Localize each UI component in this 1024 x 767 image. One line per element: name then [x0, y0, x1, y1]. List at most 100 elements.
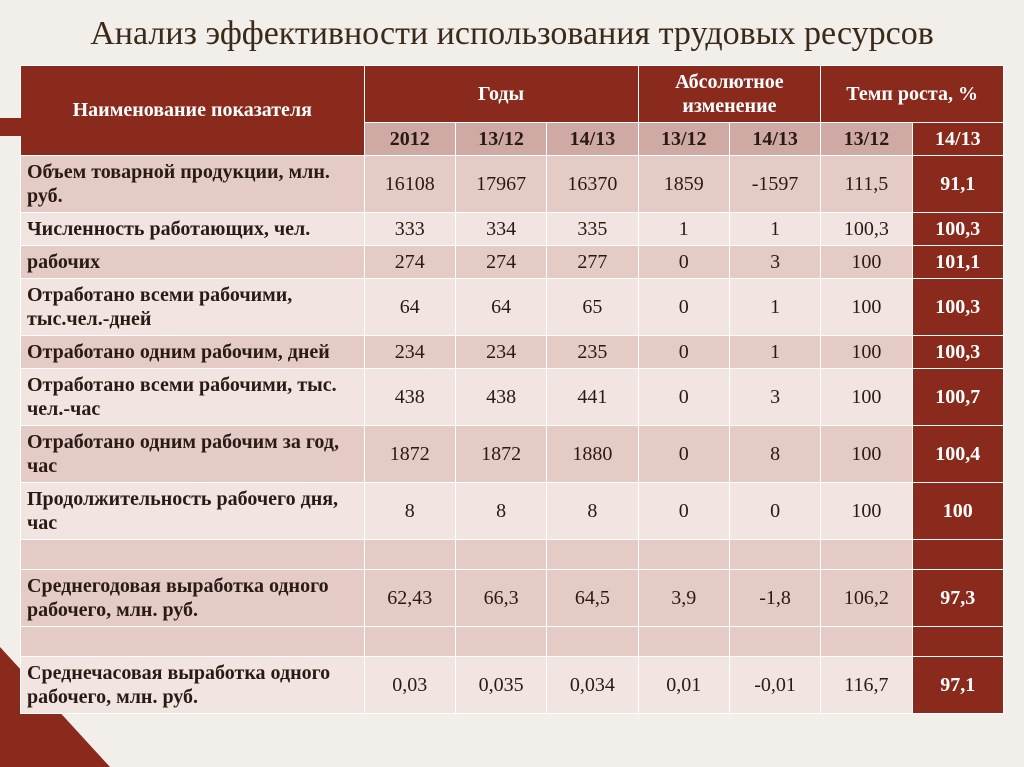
row-label: Отработано всеми рабочими, тыс.чел.-дней — [21, 278, 365, 335]
row-value: 441 — [547, 368, 638, 425]
th-abs: Абсолютное изменение — [638, 65, 821, 122]
table-row: Отработано всеми рабочими, тыс.чел.-дней… — [21, 278, 1004, 335]
row-rate-last: 100,3 — [912, 212, 1003, 245]
row-value: 3,9 — [638, 569, 729, 626]
row-rate-last: 100,7 — [912, 368, 1003, 425]
row-rate-last: 100,4 — [912, 425, 1003, 482]
row-value: 8 — [729, 425, 820, 482]
row-value: 0 — [638, 368, 729, 425]
th-sub-3: 13/12 — [638, 122, 729, 155]
row-value: 1872 — [455, 425, 546, 482]
th-indicator: Наименование показателя — [21, 65, 365, 155]
row-value: 16370 — [547, 155, 638, 212]
row-value: 0 — [638, 278, 729, 335]
table-row: Отработано всеми рабочими, тыс. чел.-час… — [21, 368, 1004, 425]
row-value: 333 — [364, 212, 455, 245]
row-value: 0,034 — [547, 656, 638, 713]
data-table: Наименование показателя Годы Абсолютное … — [20, 65, 1004, 714]
row-value: 17967 — [455, 155, 546, 212]
row-value: -1597 — [729, 155, 820, 212]
row-value: 1 — [729, 335, 820, 368]
row-value: 0 — [638, 425, 729, 482]
row-value: 16108 — [364, 155, 455, 212]
row-value: 64 — [455, 278, 546, 335]
row-value: 1859 — [638, 155, 729, 212]
row-label: Численность работающих, чел. — [21, 212, 365, 245]
row-rate-last: 101,1 — [912, 245, 1003, 278]
slide-title: Анализ эффективности использования трудо… — [0, 0, 1024, 65]
row-label: Объем товарной продукции, млн. руб. — [21, 155, 365, 212]
row-value: 8 — [547, 482, 638, 539]
row-value: -0,01 — [729, 656, 820, 713]
table-row: Объем товарной продукции, млн. руб.16108… — [21, 155, 1004, 212]
row-value: 100 — [821, 368, 912, 425]
row-rate-last: 100 — [912, 482, 1003, 539]
row-value: 335 — [547, 212, 638, 245]
table-row: рабочих27427427703100101,1 — [21, 245, 1004, 278]
table-row: Продолжительность рабочего дня, час88800… — [21, 482, 1004, 539]
row-value: 0 — [638, 335, 729, 368]
row-value: 100 — [821, 278, 912, 335]
row-value: 1872 — [364, 425, 455, 482]
row-rate-last: 91,1 — [912, 155, 1003, 212]
row-value: 100 — [821, 482, 912, 539]
row-value: 116,7 — [821, 656, 912, 713]
row-value: 274 — [455, 245, 546, 278]
row-value: 1880 — [547, 425, 638, 482]
table-spacer-row — [21, 539, 1004, 569]
row-label: Отработано одним рабочим, дней — [21, 335, 365, 368]
row-rate-last: 97,1 — [912, 656, 1003, 713]
row-value: 438 — [455, 368, 546, 425]
row-value: 277 — [547, 245, 638, 278]
table-row: Среднегодовая выработка одного рабочего,… — [21, 569, 1004, 626]
th-rate: Темп роста, % — [821, 65, 1004, 122]
row-value: 64,5 — [547, 569, 638, 626]
row-value: 0,035 — [455, 656, 546, 713]
row-value: 8 — [455, 482, 546, 539]
row-value: 235 — [547, 335, 638, 368]
th-sub-0: 2012 — [364, 122, 455, 155]
row-value: 3 — [729, 368, 820, 425]
th-sub-4: 14/13 — [729, 122, 820, 155]
row-value: 334 — [455, 212, 546, 245]
row-value: 0 — [638, 245, 729, 278]
row-value: 1 — [729, 212, 820, 245]
row-label: Отработано всеми рабочими, тыс. чел.-час — [21, 368, 365, 425]
th-sub-6: 14/13 — [912, 122, 1003, 155]
row-value: 0,01 — [638, 656, 729, 713]
table-spacer-row — [21, 626, 1004, 656]
table-row: Отработано одним рабочим за год, час1872… — [21, 425, 1004, 482]
th-sub-5: 13/12 — [821, 122, 912, 155]
row-value: 65 — [547, 278, 638, 335]
row-label: Продолжительность рабочего дня, час — [21, 482, 365, 539]
table-row: Среднечасовая выработка одного рабочего,… — [21, 656, 1004, 713]
table-row: Отработано одним рабочим, дней2342342350… — [21, 335, 1004, 368]
row-label: Среднегодовая выработка одного рабочего,… — [21, 569, 365, 626]
row-value: 66,3 — [455, 569, 546, 626]
row-value: 1 — [729, 278, 820, 335]
row-value: 234 — [455, 335, 546, 368]
row-value: 62,43 — [364, 569, 455, 626]
row-value: 0 — [638, 482, 729, 539]
row-value: 100 — [821, 335, 912, 368]
row-value: 100 — [821, 425, 912, 482]
row-value: 8 — [364, 482, 455, 539]
table-row: Численность работающих, чел.333334335111… — [21, 212, 1004, 245]
row-label: рабочих — [21, 245, 365, 278]
th-sub-1: 13/12 — [455, 122, 546, 155]
th-years: Годы — [364, 65, 638, 122]
row-value: 106,2 — [821, 569, 912, 626]
row-value: 3 — [729, 245, 820, 278]
row-value: 274 — [364, 245, 455, 278]
row-value: 100 — [821, 245, 912, 278]
row-value: 1 — [638, 212, 729, 245]
row-rate-last: 100,3 — [912, 278, 1003, 335]
row-value: 234 — [364, 335, 455, 368]
row-label: Среднечасовая выработка одного рабочего,… — [21, 656, 365, 713]
row-value: 0 — [729, 482, 820, 539]
row-value: 438 — [364, 368, 455, 425]
row-value: 0,03 — [364, 656, 455, 713]
row-rate-last: 97,3 — [912, 569, 1003, 626]
decor-stripe — [0, 118, 40, 136]
row-value: -1,8 — [729, 569, 820, 626]
